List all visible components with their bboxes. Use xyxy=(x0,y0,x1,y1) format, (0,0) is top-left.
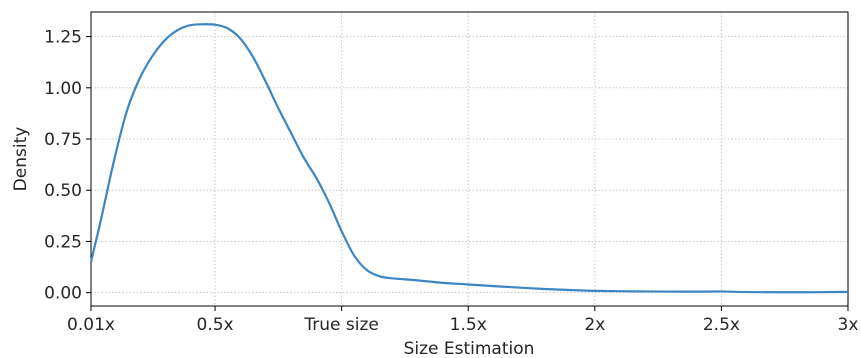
density-curve xyxy=(89,23,849,294)
y-tick-label: 1.00 xyxy=(44,79,82,99)
x-tick-label: 0.01x xyxy=(67,315,115,335)
grid-lines xyxy=(90,12,849,306)
y-tick-label: 0.25 xyxy=(44,232,82,252)
series-group xyxy=(89,23,849,294)
y-tick-label: 1.25 xyxy=(44,28,82,48)
x-tick-label: True size xyxy=(303,315,378,335)
y-tick-label: 0.00 xyxy=(44,284,82,304)
x-axis-label: Size Estimation xyxy=(404,339,535,358)
plot-frame xyxy=(90,11,849,307)
x-tick-label: 2.5x xyxy=(703,315,740,335)
x-tick-label: 2x xyxy=(584,315,605,335)
x-axis-ticks: 0.01x 0.5x True size 1.5x 2x 2.5x 3x xyxy=(67,306,858,335)
x-tick-label: 0.5x xyxy=(197,315,234,335)
x-tick-label: 1.5x xyxy=(450,315,487,335)
y-tick-label: 0.75 xyxy=(44,130,82,150)
x-tick-label: 3x xyxy=(838,315,859,335)
y-tick-label: 0.50 xyxy=(44,181,82,201)
y-axis-label: Density xyxy=(11,127,31,192)
y-axis-ticks: 0.00 0.25 0.50 0.75 1.00 1.25 xyxy=(44,28,91,304)
